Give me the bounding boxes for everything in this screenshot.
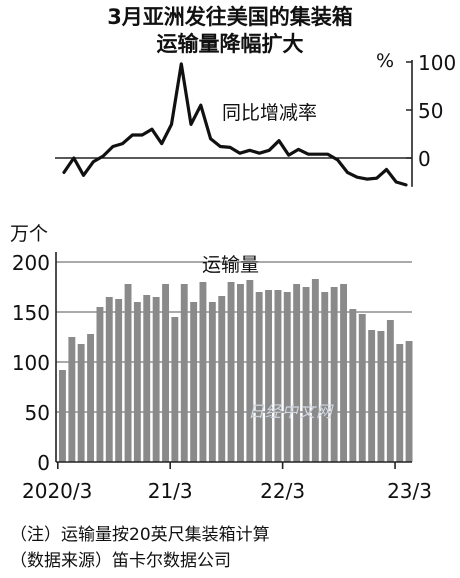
volume-bar xyxy=(396,344,404,462)
y-tick-label: 0 xyxy=(37,451,50,475)
volume-bar xyxy=(283,292,291,462)
volume-bar xyxy=(208,302,216,462)
volume-bar xyxy=(368,330,376,462)
volume-bar xyxy=(152,297,160,462)
volume-bar xyxy=(180,284,188,462)
bar-series-label: 运输量 xyxy=(202,254,259,276)
volume-bar xyxy=(386,320,394,462)
volume-bar xyxy=(227,282,235,462)
line-series-label: 同比增减率 xyxy=(222,102,317,124)
volume-bar xyxy=(77,344,85,462)
volume-bar xyxy=(115,299,123,462)
x-tick-label: 2020/3 xyxy=(22,479,92,503)
y-unit-label: 万个 xyxy=(10,223,48,245)
volume-bar xyxy=(190,302,198,462)
y-tick-label: 50 xyxy=(418,99,443,123)
y-tick-label: 100 xyxy=(12,351,50,375)
x-tick-label: 21/3 xyxy=(148,479,193,503)
volume-bar-chart: 0 50 100 150 200 万个 2020/3 21/3 22/3 23/3 运输量 xyxy=(10,223,432,503)
x-tick-label: 23/3 xyxy=(387,479,432,503)
volume-bar xyxy=(405,341,413,462)
volume-bar xyxy=(87,334,94,462)
y-tick-label: 200 xyxy=(12,251,50,275)
volume-bar xyxy=(59,370,66,462)
volume-bar xyxy=(311,279,319,462)
y-unit-label: % xyxy=(376,50,394,72)
footnote: （注）运输量按20英尺集装箱计算 xyxy=(10,525,270,545)
volume-bar xyxy=(302,287,310,462)
title-line-2: 运输量降幅扩大 xyxy=(156,32,304,56)
volume-bar xyxy=(349,309,357,462)
volume-bar xyxy=(218,296,226,462)
volume-bar xyxy=(340,284,347,462)
volume-bar xyxy=(105,297,113,462)
title-line-1: 3月亚洲发往美国的集装箱 xyxy=(107,5,353,29)
volume-bar xyxy=(171,317,179,462)
volume-bar xyxy=(143,295,151,462)
y-tick-label: 100 xyxy=(418,51,456,75)
volume-bar xyxy=(265,290,272,462)
volume-bar xyxy=(96,307,104,462)
x-tick-label: 22/3 xyxy=(260,479,305,503)
growth-rate-line xyxy=(62,62,408,187)
volume-bar xyxy=(237,284,244,462)
volume-bar xyxy=(199,282,207,462)
volume-bar xyxy=(246,280,254,462)
volume-bar xyxy=(293,284,301,462)
y-tick-label: 0 xyxy=(418,147,431,171)
source-note: （数据来源）笛卡尔数据公司 xyxy=(10,551,231,571)
volume-bar xyxy=(321,292,329,462)
y-tick-label: 50 xyxy=(25,401,50,425)
watermark: 日经中文网 xyxy=(248,402,334,421)
volume-bar xyxy=(377,331,385,462)
volume-bar xyxy=(124,284,132,462)
volume-bar xyxy=(68,337,76,462)
volume-bar xyxy=(330,287,338,462)
volume-bar xyxy=(133,302,141,462)
volume-bar xyxy=(162,284,169,462)
growth-rate-line-chart: 0 50 100% 同比增减率 xyxy=(55,50,456,187)
volume-bar xyxy=(274,290,282,462)
volume-bar xyxy=(358,314,366,462)
volume-bar xyxy=(255,292,263,462)
chart-title: 3月亚洲发往美国的集装箱 运输量降幅扩大 xyxy=(0,4,460,58)
y-tick-label: 150 xyxy=(12,301,50,325)
